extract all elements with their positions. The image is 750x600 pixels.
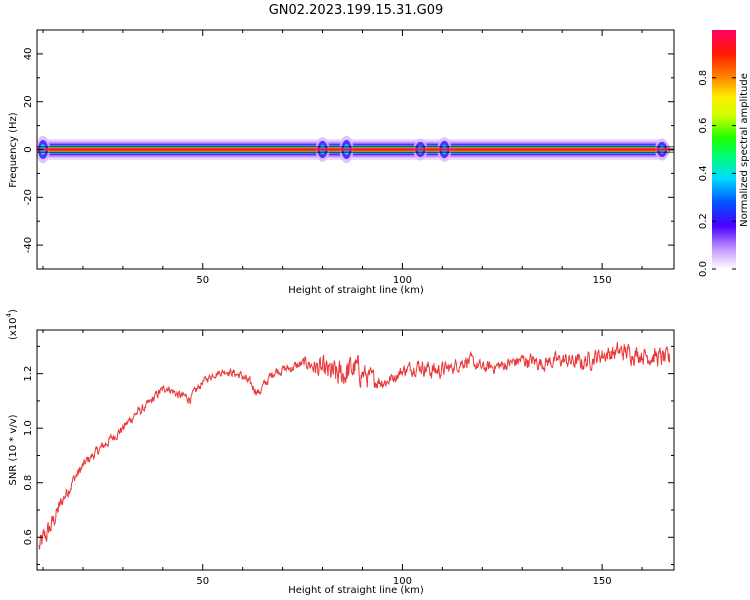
scale-suffix: ) (8, 309, 19, 313)
figure-title: GN02.2023.199.15.31.G09 (269, 3, 444, 18)
snr-y-scale-label: (x104) (5, 309, 19, 340)
colorbar-tick-label: 0.6 (698, 118, 709, 134)
snr-y-tick-label: 0.8 (23, 475, 34, 491)
snr-x-label: Height of straight line (km) (288, 585, 424, 596)
snr-frame (36, 329, 675, 571)
snr-y-label: SNR (10 * v/v) (8, 414, 19, 485)
scale-prefix: (x10 (8, 317, 19, 340)
heatmap-ticks: 50 100 150 -40 -20 0 20 40 (23, 29, 674, 286)
colorbar-tick-label: 0.0 (698, 261, 709, 277)
svg-text:(x104): (x104) (5, 309, 19, 340)
snr-ticks: 50 100 150 0.6 0.8 1.0 1.2 (23, 330, 674, 587)
heatmap-x-tick-label: 50 (196, 275, 209, 286)
heatmap-y-tick-label: 0 (23, 146, 34, 152)
snr-panel: 50 100 150 0.6 0.8 1.0 1.2 Height of straight … (5, 309, 675, 596)
heatmap-y-tick-label: -20 (23, 189, 34, 205)
colorbar-gradient (712, 30, 736, 269)
snr-x-tick-label: 100 (393, 576, 412, 587)
heatmap-marks (37, 135, 674, 164)
colorbar-ticks: 0.0 0.2 0.4 0.6 0.8 (698, 70, 736, 277)
colorbar-tick-label: 0.8 (698, 70, 709, 86)
heatmap-y-tick-label: -40 (23, 237, 34, 253)
colorbar-label: Normalized spectral amplitude (739, 73, 750, 227)
heatmap-y-tick-label: 40 (23, 48, 34, 61)
colorbar: 0.0 0.2 0.4 0.6 0.8 Normalized spectral ampl… (698, 30, 750, 277)
heatmap-panel: 50 100 150 -40 -20 0 20 40 Height of straight l… (8, 29, 675, 296)
snr-y-tick-label: 1.2 (23, 366, 34, 382)
heatmap-x-tick-label: 150 (593, 275, 612, 286)
snr-y-tick-label: 1.0 (23, 420, 34, 436)
snr-x-tick-label: 50 (196, 576, 209, 587)
heatmap-y-tick-label: 20 (23, 95, 34, 108)
snr-x-tick-label: 150 (593, 576, 612, 587)
colorbar-tick-label: 0.2 (698, 213, 709, 229)
colorbar-tick-label: 0.4 (698, 165, 709, 181)
heatmap-x-label: Height of straight line (km) (288, 285, 424, 296)
heatmap-y-label: Frequency (Hz) (8, 112, 19, 188)
heatmap-x-tick-label: 100 (393, 275, 412, 286)
scale-exponent: 4 (5, 312, 13, 317)
snr-series-line (38, 341, 671, 550)
snr-y-tick-label: 0.6 (23, 529, 34, 545)
